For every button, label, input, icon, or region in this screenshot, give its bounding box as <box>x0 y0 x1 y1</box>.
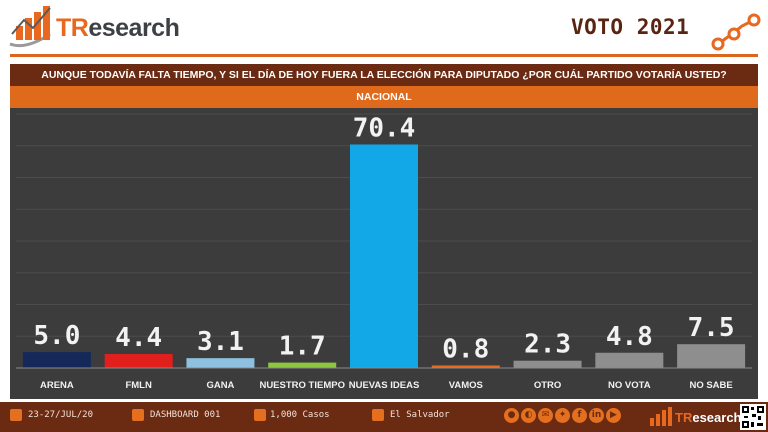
footer: 23-27/JUL/20 DASHBOARD 001 1,000 Casos E… <box>0 402 768 432</box>
footer-cases: 1,000 Casos <box>270 410 330 420</box>
dashboard-icon <box>132 409 144 421</box>
bar <box>22 352 91 368</box>
category-label: NUESTRO TIEMPO <box>259 380 345 391</box>
footer-dashboard: DASHBOARD 001 <box>150 410 221 420</box>
bar-value-label: 0.8 <box>442 334 489 364</box>
linkedin-icon[interactable]: in <box>589 408 604 423</box>
bar-chart: 5.0 ARENA 4.4 FMLN 3.1 GANA 1.7 NUESTRO TIEMPO 7… <box>16 113 752 391</box>
bar-value-label: 5.0 <box>33 321 80 351</box>
footer-brand-rest: esearch <box>692 410 742 425</box>
category-label: ARENA <box>40 380 74 391</box>
chart-panel: 5.0 ARENA 4.4 FMLN 3.1 GANA 1.7 NUESTRO TIEMPO 7… <box>10 108 758 399</box>
subheader-bar: NACIONAL <box>10 86 758 108</box>
bar-value-label: 7.5 <box>688 313 735 343</box>
category-label: NO SABE <box>689 380 732 391</box>
category-label: NO VOTA <box>608 380 651 391</box>
brand-name-t: TR <box>56 14 89 42</box>
globe-icon[interactable]: ● <box>504 408 519 423</box>
bar-value-label: 70.4 <box>353 113 416 143</box>
chain-icon <box>711 13 761 51</box>
header: TResearch VOTO 2021 <box>0 0 768 58</box>
footer-logo-icon <box>650 407 672 426</box>
bar <box>104 354 173 368</box>
category-label: VAMOS <box>449 380 483 391</box>
whatsapp-icon[interactable]: ◐ <box>521 408 536 423</box>
header-divider <box>10 54 758 57</box>
question-bar: AUNQUE TODAVÍA FALTA TIEMPO, Y SI EL DÍA… <box>10 64 758 86</box>
bar-value-label: 2.3 <box>524 330 571 360</box>
footer-brand: TResearch <box>675 410 742 425</box>
bar <box>677 344 746 368</box>
bar-value-label: 4.8 <box>606 322 653 352</box>
category-label: OTRO <box>534 380 561 391</box>
brand-name-rest: esearch <box>88 14 180 42</box>
footer-country: El Salvador <box>390 410 450 420</box>
bar <box>268 362 337 368</box>
twitter-icon[interactable]: ✦ <box>555 408 570 423</box>
bar <box>186 358 255 368</box>
brand-name: TResearch <box>56 14 180 43</box>
bar <box>350 144 418 368</box>
page-title: VOTO 2021 <box>571 15 690 39</box>
category-label: FMLN <box>125 380 152 391</box>
bar-value-label: 3.1 <box>197 327 244 357</box>
cases-icon <box>254 409 266 421</box>
category-label: GANA <box>206 380 234 391</box>
facebook-icon[interactable]: f <box>572 408 587 423</box>
youtube-icon[interactable]: ▶ <box>606 408 621 423</box>
qr-code-icon[interactable] <box>740 404 766 430</box>
footer-brand-t: TR <box>675 410 693 425</box>
calendar-icon <box>10 409 22 421</box>
bar-value-label: 4.4 <box>115 323 162 353</box>
bar <box>431 365 500 368</box>
bar-value-label: 1.7 <box>279 332 326 362</box>
bar <box>595 352 664 368</box>
people-icon <box>372 409 384 421</box>
bar <box>513 360 582 368</box>
category-label: NUEVAS IDEAS <box>349 380 420 391</box>
email-icon[interactable]: ✉ <box>538 408 553 423</box>
tresearch-logo-icon <box>9 6 51 48</box>
footer-date: 23-27/JUL/20 <box>28 410 94 420</box>
